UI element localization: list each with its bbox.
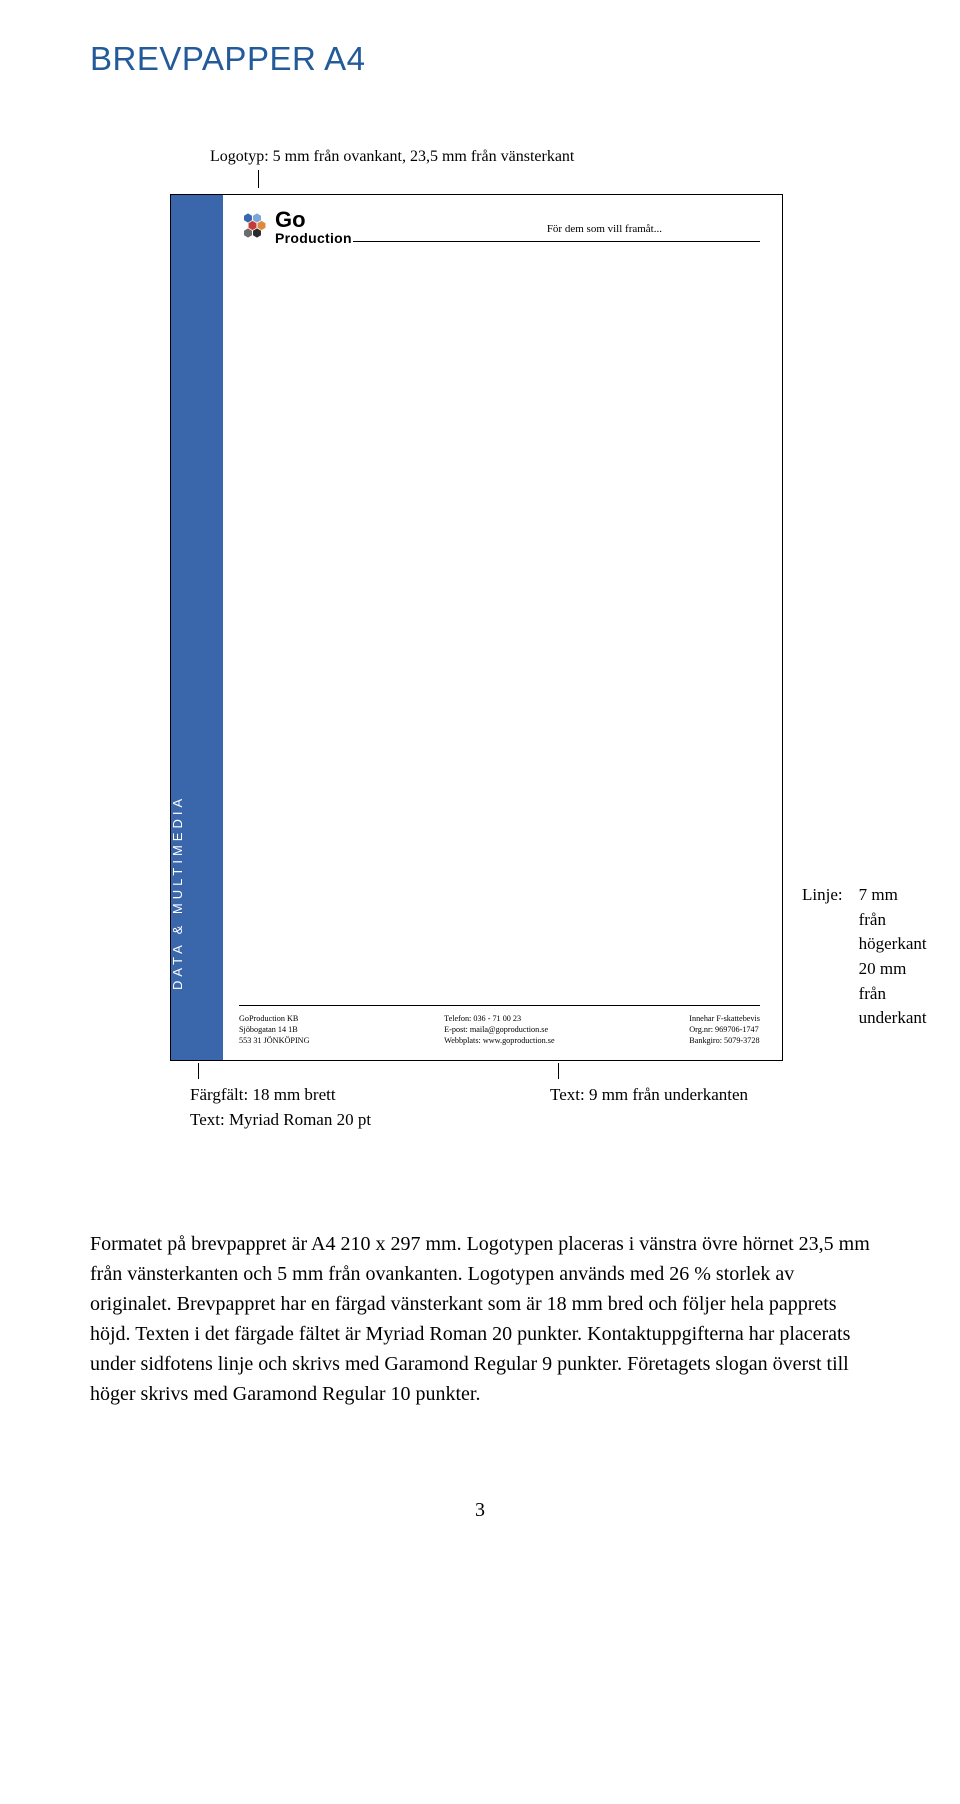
annotation-right-values: 7 mm från högerkant 20 mm från underkant: [859, 883, 927, 1031]
footer-rule: [239, 1005, 760, 1006]
annotation-top: Logotyp: 5 mm från ovankant, 23,5 mm frå…: [210, 148, 870, 188]
annotation-bottom-right: Text: 9 mm från underkanten: [550, 1083, 748, 1108]
body-paragraph: Formatet på brevpappret är A4 210 x 297 …: [90, 1229, 870, 1409]
slogan-text: För dem som vill framåt...: [547, 223, 662, 235]
annotation-bottom-left: Färgfält: 18 mm brett Text: Myriad Roman…: [190, 1083, 371, 1132]
footer-col-2: Telefon: 036 - 71 00 23 E-post: maila@go…: [444, 1013, 554, 1046]
annotation-bottom-ticks: [170, 1061, 783, 1079]
annotation-bottom-left-line1: Färgfält: 18 mm brett: [190, 1083, 371, 1108]
annotation-right: Linje: 7 mm från högerkant 20 mm från un…: [802, 883, 927, 1031]
strip-vertical-text: DATA & MULTIMEDIA: [170, 795, 185, 990]
logo-line-prod: Production: [275, 231, 352, 245]
annotation-top-text: Logotyp: 5 mm från ovankant, 23,5 mm frå…: [210, 148, 574, 165]
logo-text: Go Production: [275, 209, 352, 245]
page-title: BREVPAPPER A4: [90, 40, 870, 78]
annotation-top-tick: [258, 170, 259, 188]
logo-line-go: Go: [275, 209, 352, 231]
annotation-right-line1: 7 mm från högerkant: [859, 883, 927, 957]
annotation-right-label: Linje:: [802, 883, 843, 1031]
annotation-right-line2: 20 mm från underkant: [859, 957, 927, 1031]
a4-sheet: DATA & MULTIMEDIA Go Production För dem …: [170, 194, 783, 1061]
logo-block: Go Production: [239, 209, 352, 245]
logo-hex-icon: [239, 212, 269, 242]
footer-col-3: Innehar F-skattebevis Org.nr: 969706-174…: [689, 1013, 760, 1046]
letter-preview-wrap: DATA & MULTIMEDIA Go Production För dem …: [170, 194, 870, 1061]
page-number: 3: [90, 1499, 870, 1522]
footer-col-1: GoProduction KB Sjöbogatan 14 1B 553 31 …: [239, 1013, 310, 1046]
header-rule: [353, 241, 760, 242]
annotation-bottom-left-line2: Text: Myriad Roman 20 pt: [190, 1108, 371, 1133]
color-strip: DATA & MULTIMEDIA: [171, 195, 223, 1060]
tick-right: [558, 1063, 559, 1079]
footer-columns: GoProduction KB Sjöbogatan 14 1B 553 31 …: [239, 1013, 760, 1046]
tick-left: [198, 1063, 199, 1079]
